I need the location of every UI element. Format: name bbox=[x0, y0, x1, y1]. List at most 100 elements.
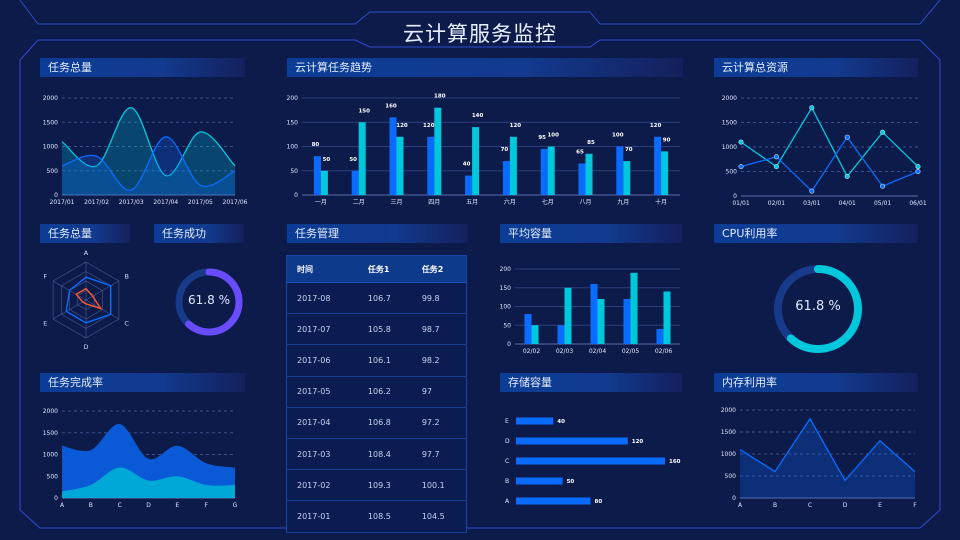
table-cell: 2017-05 bbox=[286, 376, 358, 408]
series-area bbox=[62, 136, 235, 195]
x-tick-label: 2017/02 bbox=[84, 199, 109, 206]
table-cell: 106.2 bbox=[357, 376, 412, 408]
y-tick-label: 1000 bbox=[43, 144, 58, 151]
bar bbox=[656, 329, 664, 344]
panel-header-cloud-task-trend: 云计算任务趋势 bbox=[287, 58, 683, 77]
table-row: 2017-01 108.5 104.5 bbox=[286, 500, 467, 533]
x-tick-label: 06/01 bbox=[909, 200, 926, 207]
radar-series bbox=[65, 276, 112, 324]
x-tick-label: 2017/03 bbox=[119, 199, 144, 206]
y-tick-label: 150 bbox=[287, 119, 299, 126]
panel-header-storage-capacity: 存储容量 bbox=[500, 373, 682, 392]
memory_usage-axes: 0 500 1000 1500 2000 A B C D E F bbox=[721, 407, 918, 509]
x-tick-label: B bbox=[89, 502, 93, 509]
data-point bbox=[844, 173, 850, 179]
bar bbox=[578, 163, 586, 195]
table-cell: 108.4 bbox=[357, 438, 412, 471]
series-line bbox=[61, 107, 236, 177]
data-point bbox=[738, 139, 744, 145]
y-tick-label: 0 bbox=[733, 193, 737, 200]
radar-indicator-label: D bbox=[83, 343, 88, 351]
data-point bbox=[773, 164, 779, 170]
bar bbox=[540, 148, 548, 195]
bar-data-label: 140 bbox=[472, 113, 484, 119]
bar bbox=[313, 156, 321, 195]
x-tick-label: A bbox=[738, 502, 743, 509]
y-tick-label: 200 bbox=[500, 266, 512, 273]
bar bbox=[623, 161, 631, 195]
x-tick-label: 九月 bbox=[617, 198, 629, 206]
y-tick-label: 2000 bbox=[722, 95, 737, 102]
x-tick-label: D bbox=[146, 502, 151, 509]
y-tick-label: 0 bbox=[54, 192, 58, 199]
y-tick-label: 0 bbox=[54, 495, 58, 502]
bar bbox=[524, 314, 532, 344]
table-row: 2017-02 109.3 100.1 bbox=[286, 469, 467, 502]
panel-header-cpu-usage: CPU利用率 bbox=[714, 224, 918, 243]
x-tick-label: 02/02 bbox=[523, 348, 540, 355]
x-tick-label: 六月 bbox=[504, 198, 516, 206]
x-tick-label: 02/04 bbox=[589, 348, 606, 355]
y-tick-label: 500 bbox=[47, 473, 59, 480]
panel-header-task-management: 任务管理 bbox=[287, 224, 468, 243]
x-tick-label: 2017/04 bbox=[153, 199, 178, 206]
x-tick-label: 八月 bbox=[579, 199, 591, 206]
table-cell: 2017-07 bbox=[286, 313, 358, 346]
x-tick-label: C bbox=[118, 502, 122, 509]
bar bbox=[516, 437, 628, 445]
bar bbox=[585, 153, 593, 195]
bar-data-label: 40 bbox=[557, 419, 565, 425]
bar bbox=[654, 136, 662, 195]
data-point bbox=[773, 154, 779, 160]
column-header: 任务2 bbox=[411, 255, 467, 283]
bar-data-label: 50 bbox=[349, 157, 357, 163]
y-tick-label: 1500 bbox=[722, 120, 737, 127]
bar-data-label: 100 bbox=[612, 133, 624, 139]
table-cell: 99.8 bbox=[411, 282, 467, 315]
bar bbox=[597, 299, 605, 344]
cpu-usage-value: 61.8 % bbox=[795, 299, 841, 314]
y-tick-label: 0 bbox=[732, 495, 736, 502]
data-point bbox=[809, 105, 815, 111]
y-tick-label: 2000 bbox=[721, 407, 736, 414]
x-tick-label: 七月 bbox=[542, 198, 554, 206]
bar-data-label: 65 bbox=[576, 149, 584, 155]
y-tick-label: 0 bbox=[507, 341, 511, 348]
y-category-label: D bbox=[505, 438, 510, 445]
bar bbox=[516, 497, 591, 505]
x-tick-label: D bbox=[843, 502, 848, 509]
bar bbox=[472, 127, 480, 195]
table-cell: 109.3 bbox=[357, 469, 412, 502]
bar bbox=[465, 175, 473, 195]
table-cell: 104.5 bbox=[411, 500, 467, 533]
cpu-usage-donut-progress bbox=[774, 265, 862, 353]
y-category-label: A bbox=[505, 498, 510, 505]
task-success-value: 61.8 % bbox=[188, 293, 230, 307]
y-tick-label: 0 bbox=[294, 192, 298, 199]
task-success-donut-progress bbox=[175, 268, 243, 336]
y-tick-label: 500 bbox=[726, 169, 738, 176]
table-cell: 2017-08 bbox=[286, 282, 358, 315]
table-row: 2017-05 106.2 97 bbox=[286, 376, 467, 408]
panel-header-task-total-radar: 任务总量 bbox=[40, 224, 130, 243]
bar-data-label: 180 bbox=[434, 94, 446, 100]
bar-data-label: 120 bbox=[423, 123, 435, 129]
series-area bbox=[62, 107, 235, 195]
x-tick-label: 十月 bbox=[655, 198, 667, 206]
x-tick-label: 02/05 bbox=[622, 348, 639, 355]
y-tick-label: 2000 bbox=[43, 95, 58, 102]
table-cell: 108.5 bbox=[357, 500, 412, 533]
x-tick-label: E bbox=[175, 502, 179, 509]
table-row: 2017-03 108.4 97.7 bbox=[286, 438, 467, 471]
y-tick-label: 2000 bbox=[43, 408, 58, 415]
y-tick-label: 1000 bbox=[722, 144, 737, 151]
radar-axis bbox=[85, 299, 120, 320]
table-cell: 105.8 bbox=[357, 313, 412, 346]
bar bbox=[502, 161, 510, 195]
y-category-label: C bbox=[505, 458, 509, 465]
radar-series bbox=[75, 287, 103, 310]
table-cell: 2017-03 bbox=[286, 438, 358, 471]
table-row: 2017-04 106.8 97.2 bbox=[286, 407, 467, 439]
